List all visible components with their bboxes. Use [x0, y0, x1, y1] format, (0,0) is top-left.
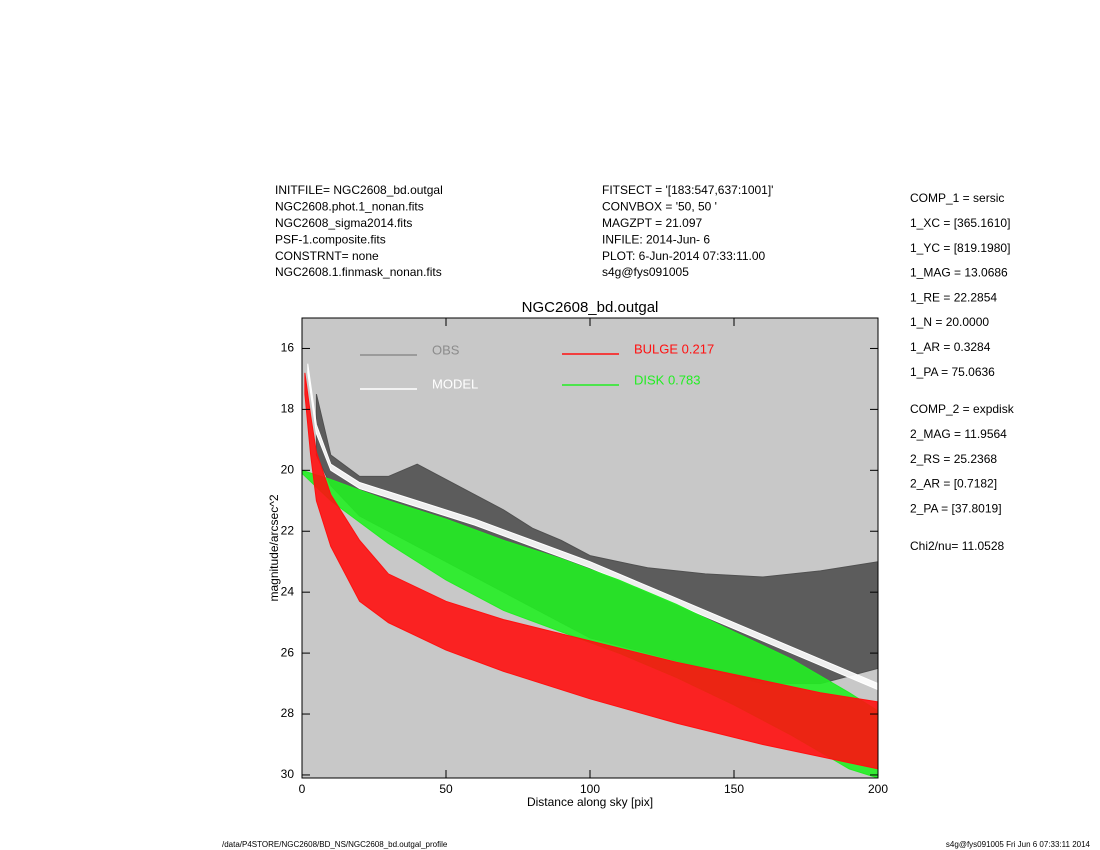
legend-label: BULGE 0.217 — [634, 341, 714, 356]
component-param: 2_RS = 25.2368 — [910, 452, 997, 466]
x-tick-label: 150 — [724, 782, 744, 796]
header-line: CONVBOX = '50, 50 ' — [602, 200, 717, 214]
header-line: PSF-1.composite.fits — [275, 232, 386, 246]
component-param: COMP_1 = sersic — [910, 191, 1004, 205]
component-param: 2_AR = [0.7182] — [910, 477, 997, 491]
legend-label: DISK 0.783 — [634, 372, 701, 387]
y-tick-label: 22 — [281, 523, 295, 537]
component-param: 2_PA = [37.8019] — [910, 501, 1002, 515]
y-axis-title: magnitude/arcsec^2 — [267, 494, 281, 601]
footer-left: /data/P4STORE/NGC2608/BD_NS/NGC2608_bd.o… — [222, 840, 448, 849]
y-tick-label: 30 — [281, 767, 295, 781]
legend-label: MODEL — [432, 376, 478, 391]
y-tick-label: 18 — [281, 402, 295, 416]
component-param: COMP_2 = expdisk — [910, 402, 1015, 416]
header-line: MAGZPT = 21.097 — [602, 216, 702, 230]
header-line: NGC2608.1.finmask_nonan.fits — [275, 265, 442, 279]
component-param: 1_XC = [365.1610] — [910, 216, 1010, 230]
component-param: 1_YC = [819.1980] — [910, 241, 1010, 255]
chart-title: NGC2608_bd.outgal — [522, 299, 659, 316]
y-tick-label: 24 — [281, 584, 295, 598]
header-line: NGC2608.phot.1_nonan.fits — [275, 200, 424, 214]
header-line: CONSTRNT= none — [275, 249, 379, 263]
plot-area — [302, 318, 878, 778]
component-param: Chi2/nu= 11.0528 — [910, 539, 1005, 553]
component-param: 2_MAG = 11.9564 — [910, 427, 1007, 441]
x-axis-title: Distance along sky [pix] — [527, 795, 653, 809]
y-tick-label: 26 — [281, 645, 295, 659]
y-tick-label: 16 — [281, 341, 295, 355]
profile-band — [304, 372, 878, 770]
x-tick-label: 50 — [439, 782, 453, 796]
profile-band — [307, 363, 878, 691]
header-line: NGC2608_sigma2014.fits — [275, 216, 412, 230]
y-tick-label: 20 — [281, 462, 295, 476]
x-tick-label: 100 — [580, 782, 600, 796]
header-line: PLOT: 6-Jun-2014 07:33:11.00 — [602, 249, 766, 263]
x-tick-label: 200 — [868, 782, 888, 796]
x-tick-label: 0 — [299, 782, 306, 796]
component-param: 1_N = 20.0000 — [910, 315, 989, 329]
legend-label: OBS — [432, 342, 460, 357]
header-line: s4g@fys091005 — [602, 265, 689, 279]
footer-right: s4g@fys091005 Fri Jun 6 07:33:11 2014 — [946, 840, 1091, 849]
component-param: 1_MAG = 13.0686 — [910, 266, 1008, 280]
component-param: 1_AR = 0.3284 — [910, 340, 991, 354]
component-param: 1_RE = 22.2854 — [910, 290, 997, 304]
header-line: INFILE: 2014-Jun- 6 — [602, 232, 710, 246]
y-tick-label: 28 — [281, 706, 295, 720]
header-line: FITSECT = '[183:547,637:1001]' — [602, 183, 773, 197]
component-param: 1_PA = 75.0636 — [910, 365, 995, 379]
header-line: INITFILE= NGC2608_bd.outgal — [275, 183, 443, 197]
